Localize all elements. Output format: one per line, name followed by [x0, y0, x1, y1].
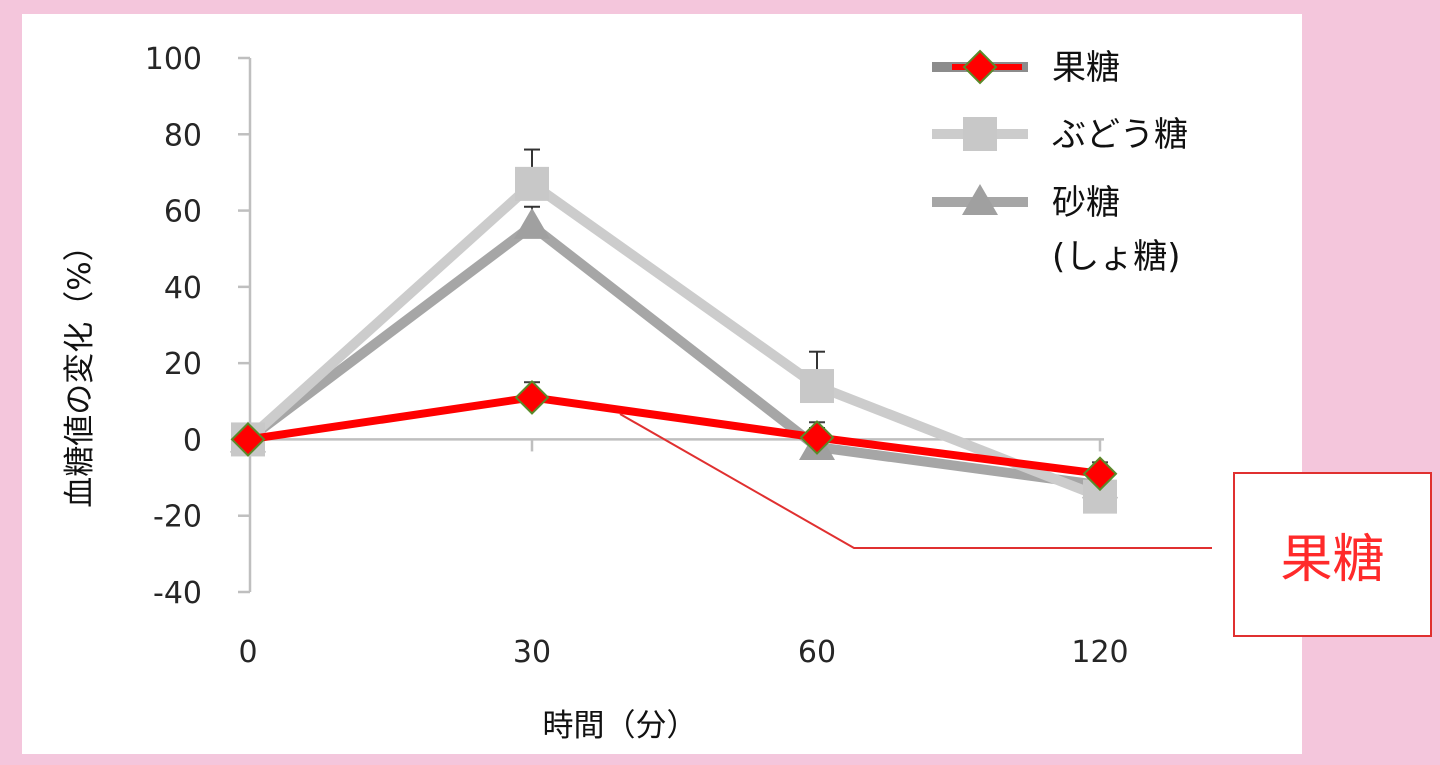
legend-marker-diamond [962, 49, 998, 85]
y-tick-label: -20 [153, 500, 202, 535]
callout-box: 果糖 [1233, 472, 1432, 637]
legend-label: 果糖 [1052, 48, 1120, 88]
data-point-diamond [230, 422, 266, 457]
y-tick-label: 40 [164, 271, 202, 306]
chart-panel: 100 80 60 40 20 0 -20 -40 0 30 60 120 果糖 ぶどう糖 砂糖 (しょ糖… [22, 14, 1432, 754]
callout-leader-line [619, 413, 1212, 549]
y-tick-label: -40 [153, 576, 202, 611]
legend-entry-2: 砂糖 (しょ糖) [932, 183, 1181, 277]
x-tick-labels: 0 30 60 120 [238, 635, 1128, 670]
y-axis-title: 血糖値の変化（%） [62, 230, 98, 507]
x-tick-label: 0 [238, 635, 257, 670]
data-point-diamond [514, 380, 550, 415]
data-point-square [800, 369, 834, 404]
series-layer [230, 148, 1118, 514]
series-line [247, 393, 1101, 478]
legend-entry-1: ぶどう糖 [932, 115, 1188, 155]
legend-label: ぶどう糖 [1052, 115, 1188, 155]
data-point-square [515, 166, 549, 201]
y-tick-label: 80 [164, 118, 202, 153]
y-tick-labels: 100 80 60 40 20 0 -20 -40 [145, 42, 202, 611]
y-tick-label: 100 [145, 42, 202, 77]
series-0 [230, 380, 1118, 492]
x-tick-label: 120 [1071, 635, 1128, 670]
legend-label: 砂糖 [1052, 183, 1120, 223]
series-line [244, 178, 1102, 502]
data-point-diamond [1082, 456, 1118, 492]
x-tick-label: 30 [513, 635, 551, 670]
legend-marker-square [963, 117, 997, 151]
y-tick-label: 60 [164, 195, 202, 230]
data-point-triangle [514, 207, 550, 239]
series-line [244, 220, 1101, 491]
data-point-diamond [799, 420, 835, 455]
annotation-leader [619, 413, 1212, 549]
legend-label: (しょ糖) [1052, 237, 1181, 277]
legend-entry-0: 果糖 [932, 48, 1120, 88]
x-axis-title: 時間（分） [543, 708, 698, 744]
y-tick-label: 20 [164, 347, 202, 382]
y-tick-label: 0 [183, 423, 202, 458]
callout-label: 果糖 [1280, 530, 1385, 590]
legend-marker-triangle [962, 184, 998, 215]
x-tick-label: 60 [798, 635, 836, 670]
